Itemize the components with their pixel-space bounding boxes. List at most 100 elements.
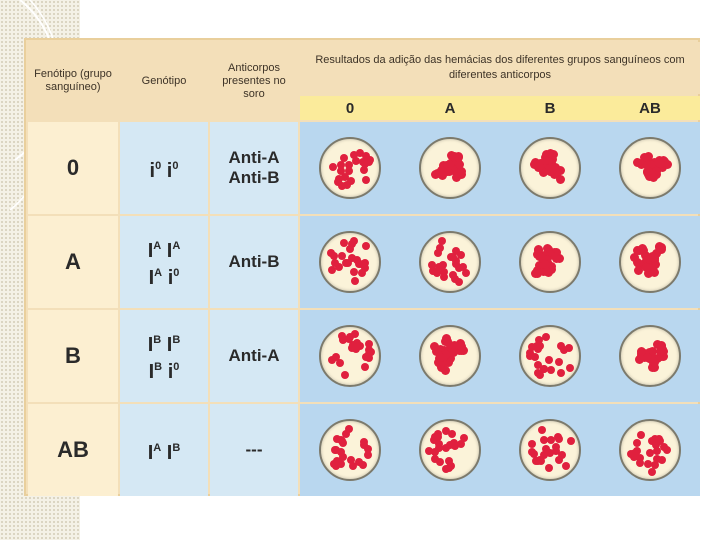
petri-dish-ab-agglutinated	[619, 325, 681, 387]
red-cell	[338, 439, 347, 448]
genotype-cell: IB IB IB i0	[120, 310, 208, 402]
red-cell-clump	[633, 257, 643, 267]
allele-superscript: B	[172, 334, 181, 346]
allele: i0	[150, 160, 162, 182]
red-cell	[350, 277, 359, 286]
genotype-line: IB i0	[149, 356, 180, 383]
genotype-line: IA IA	[148, 235, 181, 262]
red-cell	[652, 446, 661, 455]
red-cell-clump	[449, 162, 459, 172]
red-cell-clump	[535, 252, 545, 262]
allele-base: I	[166, 441, 173, 464]
red-cell	[366, 155, 375, 164]
red-cell	[364, 450, 373, 459]
red-cell	[361, 152, 370, 161]
red-cell	[538, 425, 547, 434]
allele: i0	[167, 160, 179, 182]
blood-group-header-0: 0	[300, 96, 400, 120]
red-cell-clump	[629, 252, 639, 262]
red-cell	[328, 266, 337, 275]
red-cell	[347, 455, 356, 464]
red-cell	[425, 446, 434, 455]
allele-base: I	[147, 334, 154, 356]
red-cell	[451, 247, 460, 256]
red-cell	[330, 459, 339, 468]
red-cell	[531, 352, 540, 361]
red-cell	[540, 451, 549, 460]
allele-base: I	[166, 334, 173, 356]
red-cell	[657, 455, 666, 464]
red-cell	[328, 356, 337, 365]
red-cell	[339, 238, 348, 247]
red-cell	[555, 434, 564, 443]
red-cell	[554, 357, 563, 366]
red-cell	[454, 277, 463, 286]
allele: IA	[148, 240, 162, 262]
red-cell	[534, 457, 543, 465]
red-cell-clump	[649, 253, 659, 263]
red-cell	[366, 347, 375, 356]
red-cell	[361, 258, 370, 267]
red-cell	[440, 272, 449, 281]
red-cell	[544, 463, 553, 472]
red-cell	[439, 267, 448, 276]
red-cell	[637, 430, 646, 439]
allele-base: I	[147, 441, 154, 464]
red-cell-clump	[445, 166, 455, 176]
petri-dish-0-normal	[319, 231, 381, 293]
red-cell-clump	[440, 349, 450, 359]
red-cell	[355, 148, 364, 157]
phenotype-cell: AB	[28, 404, 118, 496]
red-cell	[635, 459, 644, 468]
red-cell	[356, 260, 365, 269]
phenotype-cell: B	[28, 310, 118, 402]
petri-dish-b-agglutinated	[519, 137, 581, 199]
red-cell	[442, 444, 451, 453]
red-cell	[360, 362, 369, 371]
allele-base: i	[167, 361, 174, 383]
petri-dish-b-normal	[519, 419, 581, 481]
red-cell	[361, 175, 370, 184]
petri-dish-a-agglutinated	[419, 325, 481, 387]
red-cell	[648, 468, 657, 477]
red-cell	[350, 330, 359, 339]
red-cell	[540, 364, 549, 373]
red-cell	[527, 447, 536, 456]
red-cell	[350, 151, 359, 160]
red-cell-clump	[436, 352, 446, 362]
red-cell	[542, 333, 551, 342]
header-genotype: Genótipo	[120, 42, 208, 120]
antibodies-cell: Anti-B	[210, 216, 298, 308]
petri-dish-b-normal	[519, 325, 581, 387]
petri-dish-0-normal	[319, 325, 381, 387]
red-cell	[565, 363, 574, 372]
red-cell	[558, 450, 567, 459]
red-cell	[429, 267, 438, 276]
red-cell	[541, 444, 550, 453]
red-cell	[336, 160, 345, 169]
blood-group-header-ab: AB	[600, 96, 700, 120]
petri-dish-b-agglutinated	[519, 231, 581, 293]
red-cell-clump	[442, 337, 452, 347]
red-cell	[360, 166, 369, 175]
petri-dish-0-normal	[319, 137, 381, 199]
red-cell	[534, 360, 543, 369]
red-cell	[331, 259, 340, 268]
petri-dish-0-normal	[319, 419, 381, 481]
red-cell	[431, 454, 440, 463]
allele-superscript: A	[154, 267, 163, 279]
allele: IB	[149, 361, 163, 383]
red-cell-clump	[643, 353, 653, 363]
red-cell	[459, 434, 468, 443]
antibody-label: Anti-B	[228, 252, 280, 271]
red-cell	[441, 427, 450, 436]
red-cell	[445, 457, 454, 466]
red-cell	[653, 455, 661, 464]
genotype-line: i0 i0	[150, 155, 179, 182]
red-cell-clump	[542, 267, 552, 277]
allele: IA	[148, 442, 162, 464]
allele-superscript: B	[172, 441, 181, 454]
red-cell	[338, 181, 347, 190]
red-cell	[526, 352, 535, 361]
red-cell	[334, 263, 343, 272]
